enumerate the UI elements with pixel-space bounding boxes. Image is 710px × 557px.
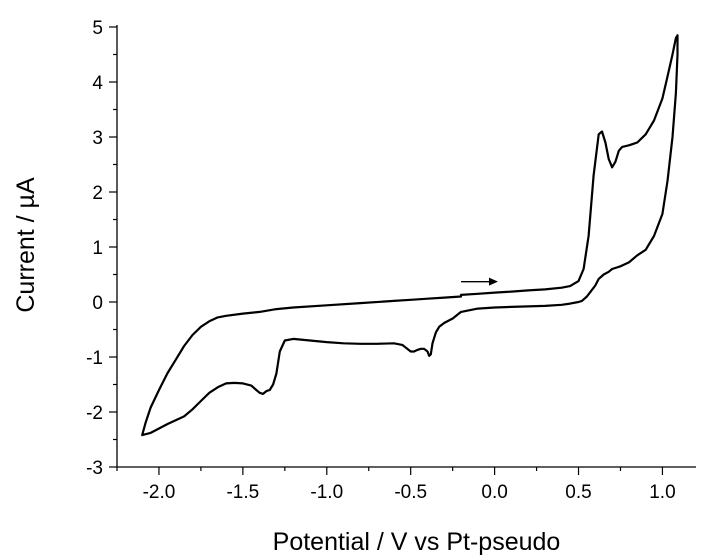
- x-tick-label: -0.5: [394, 482, 427, 503]
- y-tick-label: 3: [92, 128, 103, 149]
- x-tick-label: -1.5: [226, 482, 259, 503]
- y-axis-title: Current / µA: [12, 177, 40, 313]
- y-tick-label: 0: [92, 293, 103, 314]
- y-tick-label: -1: [86, 348, 103, 369]
- x-tick-label: -1.0: [310, 482, 343, 503]
- x-axis-title: Potential / V vs Pt-pseudo: [273, 528, 561, 556]
- cv-trace: [141, 34, 679, 437]
- x-tick-label: -2.0: [143, 482, 176, 503]
- ticks: -2.0 -1.5 -1.0 -0.5 0.0 0.5 1.0 -3 -2 -1 0 1 2 3 4 5: [86, 18, 676, 503]
- x-tick-label: 0.0: [481, 482, 507, 503]
- x-tick-label: 0.5: [565, 482, 591, 503]
- plot-area: [141, 34, 679, 437]
- y-tick-label: 5: [92, 18, 103, 39]
- y-tick-label: 2: [92, 183, 103, 204]
- y-tick-label: 1: [92, 238, 103, 259]
- x-tick-label: 1.0: [649, 482, 675, 503]
- y-tick-label: -3: [86, 458, 103, 479]
- scan-direction-arrow: [461, 277, 498, 286]
- axes: [116, 25, 696, 468]
- y-tick-label: 4: [92, 73, 103, 94]
- y-tick-label: -2: [86, 403, 103, 424]
